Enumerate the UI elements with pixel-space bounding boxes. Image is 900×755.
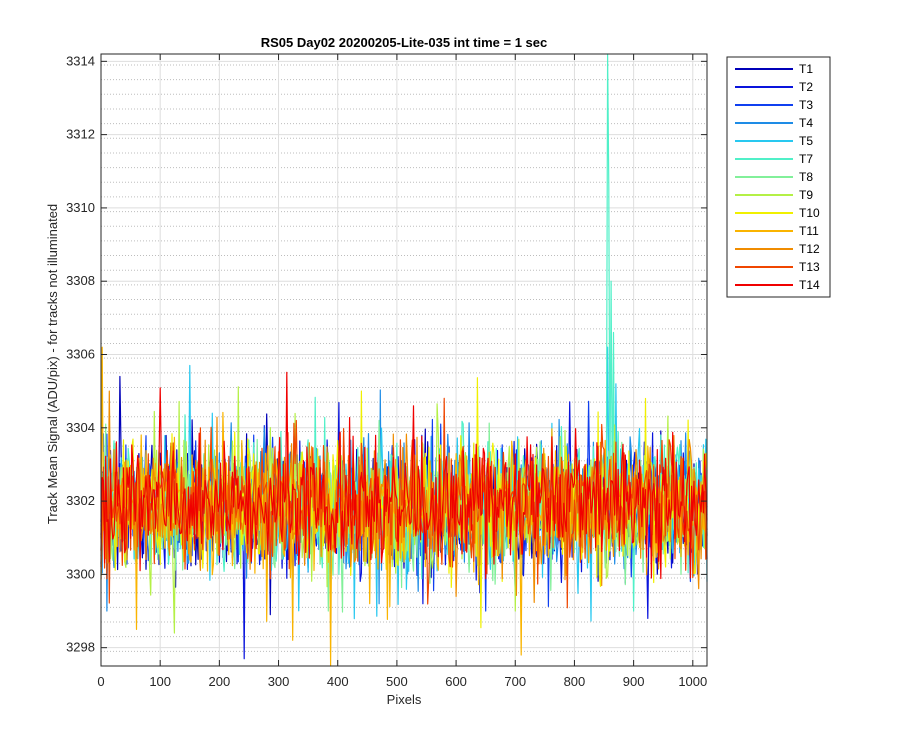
series-line-t14 <box>100 371 708 580</box>
y-tick-label: 3306 <box>66 347 95 362</box>
y-tick-label: 3298 <box>66 640 95 655</box>
series-layer <box>100 53 708 667</box>
legend-label-t10: T10 <box>799 206 820 220</box>
y-axis-label: Track Mean Signal (ADU/pix) - for tracks… <box>45 204 60 524</box>
x-tick-label: 0 <box>97 674 104 689</box>
x-tick-label: 200 <box>209 674 231 689</box>
legend-label-t8: T8 <box>799 170 813 184</box>
legend-label-t11: T11 <box>799 224 819 238</box>
legend: T1 T2 T3 T4 T5 T7 T8 T9 T10 T11 T12 T13 T14 <box>726 56 831 298</box>
x-axis-label: Pixels <box>387 692 422 707</box>
y-tick-label: 3310 <box>66 200 95 215</box>
legend-label-t12: T12 <box>799 242 820 256</box>
y-tick-label: 3308 <box>66 273 95 288</box>
x-tick-label: 500 <box>386 674 408 689</box>
legend-label-t3: T3 <box>799 98 813 112</box>
x-tick-label: 600 <box>445 674 467 689</box>
x-tick-label: 400 <box>327 674 349 689</box>
x-tick-label: 300 <box>268 674 290 689</box>
y-tick-label: 3314 <box>66 53 95 68</box>
y-tick-label: 3312 <box>66 127 95 142</box>
legend-label-t9: T9 <box>799 188 813 202</box>
y-tick-label: 3302 <box>66 493 95 508</box>
ticks: 0 100 200 300 400 500 600 700 800 900 1000 3298 3300… <box>66 53 707 689</box>
axes-box <box>100 53 708 667</box>
legend-label-t4: T4 <box>799 116 813 130</box>
y-tick-label: 3304 <box>66 420 95 435</box>
legend-label-t5: T5 <box>799 134 813 148</box>
chart-title: RS05 Day02 20200205-Lite-035 int time = … <box>261 35 548 50</box>
legend-label-t13: T13 <box>799 260 820 274</box>
x-tick-label: 700 <box>504 674 526 689</box>
x-tick-label: 800 <box>564 674 586 689</box>
x-tick-label: 1000 <box>678 674 707 689</box>
x-tick-label: 100 <box>149 674 171 689</box>
legend-label-t1: T1 <box>799 62 813 76</box>
legend-label-t2: T2 <box>799 80 813 94</box>
x-tick-label: 900 <box>623 674 645 689</box>
y-tick-label: 3300 <box>66 566 95 581</box>
legend-label-t7: T7 <box>799 152 813 166</box>
legend-label-t14: T14 <box>799 278 820 292</box>
